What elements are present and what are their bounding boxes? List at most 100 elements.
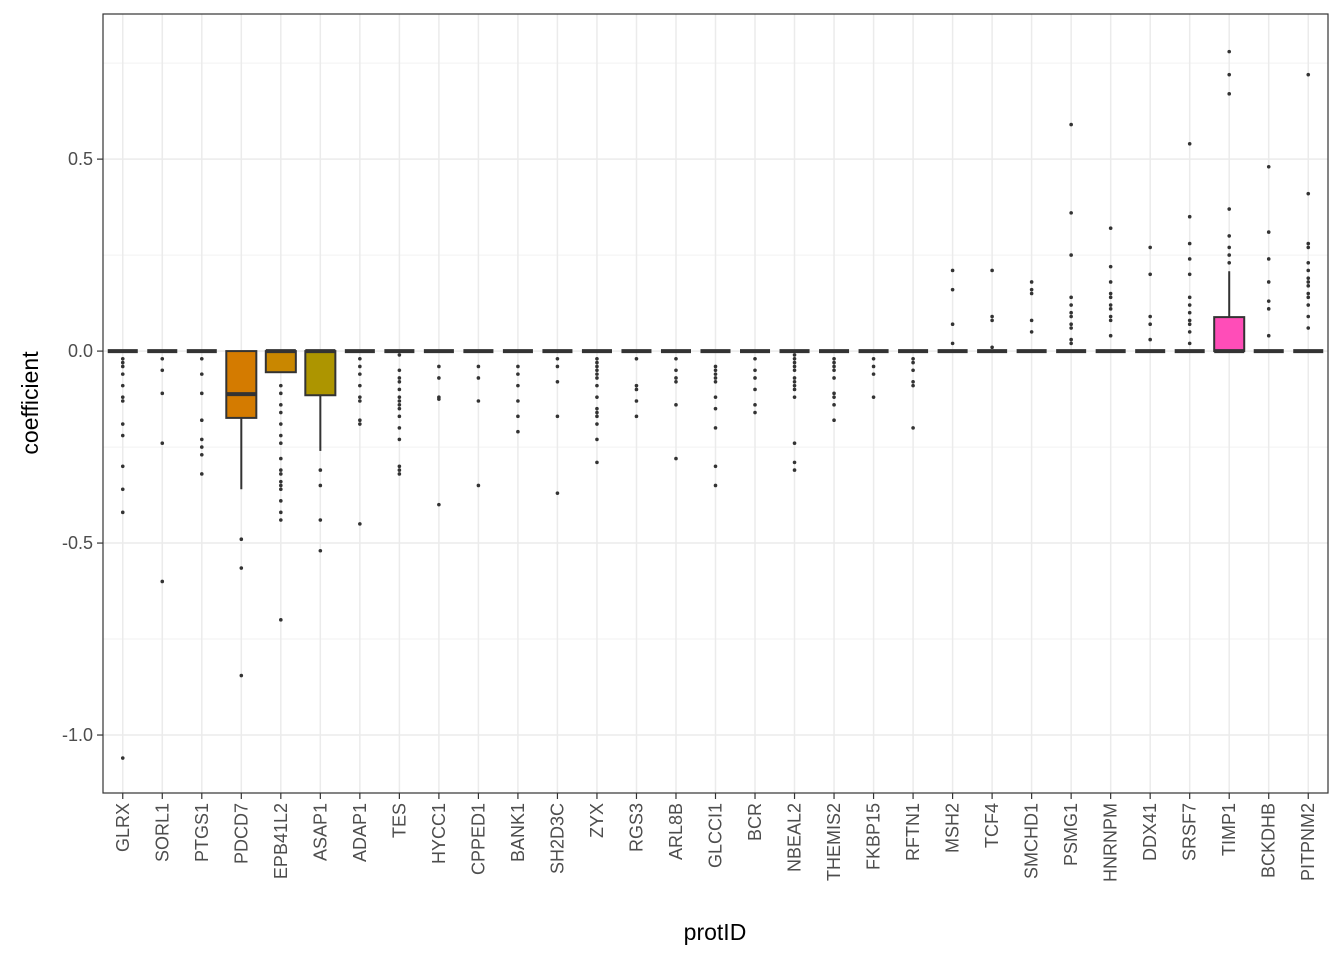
outlier	[595, 360, 599, 365]
outlier	[279, 499, 283, 503]
outlier	[832, 364, 836, 369]
outlier	[437, 364, 441, 369]
outlier	[279, 487, 283, 492]
outlier	[120, 360, 125, 365]
x-tick-label: TCF4	[982, 803, 1002, 848]
outlier	[753, 376, 757, 380]
outlier	[950, 287, 955, 292]
outlier	[160, 391, 165, 396]
y-tick-label: 0.5	[68, 149, 93, 169]
outlier	[713, 364, 718, 369]
outlier	[1187, 241, 1192, 246]
outlier	[1306, 276, 1311, 280]
outlier	[1148, 322, 1152, 327]
outlier	[160, 579, 165, 584]
outlier	[1266, 257, 1271, 261]
x-tick-label: PITPNM2	[1298, 803, 1318, 881]
outlier	[634, 356, 639, 361]
outlier	[397, 353, 402, 357]
outlier	[279, 618, 283, 622]
outlier	[397, 406, 402, 411]
outlier	[595, 410, 599, 415]
outlier	[279, 383, 283, 388]
outlier	[911, 368, 915, 373]
outlier	[199, 372, 204, 376]
outlier	[318, 483, 323, 488]
outlier	[1306, 191, 1311, 196]
outlier	[1029, 330, 1034, 334]
outlier	[753, 387, 757, 392]
outlier	[279, 422, 283, 426]
outlier	[713, 464, 718, 469]
outlier	[1187, 310, 1192, 315]
outlier	[476, 399, 481, 403]
outlier	[199, 356, 204, 361]
outlier	[1029, 280, 1034, 284]
outlier	[990, 318, 994, 323]
outlier	[832, 418, 836, 423]
outlier	[397, 395, 402, 399]
outlier	[555, 491, 560, 495]
outlier	[1069, 337, 1073, 342]
outlier	[1108, 226, 1113, 231]
outlier	[595, 414, 599, 419]
outlier	[792, 356, 797, 361]
y-tick-label: -1.0	[62, 725, 93, 745]
x-tick-label: BCKDHB	[1259, 803, 1279, 878]
outlier	[397, 368, 402, 373]
outlier	[279, 510, 283, 515]
box	[304, 350, 337, 397]
outlier	[871, 356, 876, 361]
x-tick-label: SORL1	[152, 803, 172, 862]
outlier	[160, 356, 165, 361]
outlier	[239, 537, 244, 542]
outlier	[832, 360, 836, 365]
outlier	[1266, 230, 1271, 234]
x-tick-label: SRSF7	[1180, 803, 1200, 861]
outlier	[1266, 165, 1271, 169]
outlier	[199, 391, 204, 396]
outlier	[1187, 341, 1192, 346]
outlier	[516, 364, 520, 369]
x-axis-title: protID	[684, 919, 747, 945]
outlier	[1187, 330, 1192, 334]
outlier	[1108, 280, 1113, 284]
outlier	[318, 468, 323, 472]
outlier	[1227, 234, 1232, 238]
outlier	[358, 383, 362, 388]
outlier	[1306, 280, 1311, 284]
outlier	[753, 368, 757, 373]
outlier	[713, 372, 718, 376]
outlier	[792, 376, 797, 380]
outlier	[120, 399, 125, 403]
outlier	[358, 372, 362, 376]
outlier	[160, 441, 165, 446]
x-tick-label: SMCHD1	[1022, 803, 1042, 879]
outlier	[1069, 295, 1073, 300]
outlier	[279, 472, 283, 476]
outlier	[1069, 314, 1073, 319]
outlier	[279, 410, 283, 415]
outlier	[792, 387, 797, 392]
outlier	[516, 383, 520, 388]
outlier	[437, 376, 441, 380]
outlier	[1069, 326, 1073, 330]
outlier	[318, 548, 323, 553]
outlier	[1306, 72, 1311, 77]
outlier	[871, 395, 876, 399]
outlier	[832, 403, 836, 407]
outlier	[595, 376, 599, 380]
outlier	[950, 341, 955, 346]
outlier	[516, 399, 520, 403]
x-tick-label: ADAP1	[350, 803, 370, 862]
outlier	[1306, 326, 1311, 330]
outlier	[674, 380, 678, 384]
outlier	[674, 456, 678, 461]
outlier	[1306, 303, 1311, 307]
outlier	[1227, 72, 1232, 77]
outlier	[120, 372, 125, 376]
outlier	[279, 441, 283, 446]
outlier	[595, 460, 599, 465]
outlier	[1069, 122, 1073, 127]
outlier	[476, 483, 481, 488]
